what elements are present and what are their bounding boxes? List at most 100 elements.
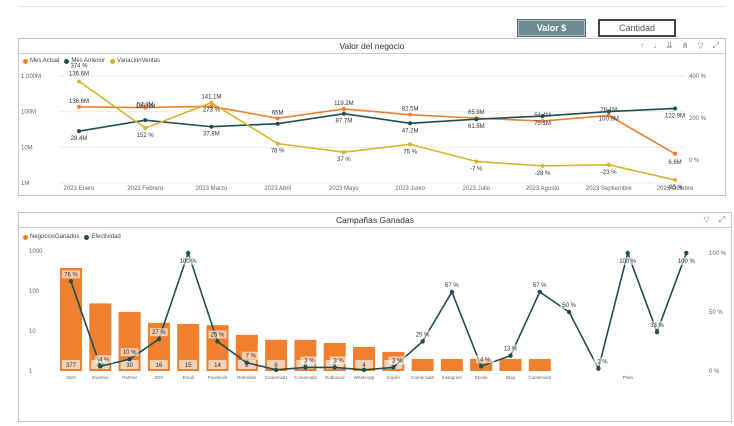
bar-label: 15 bbox=[185, 363, 192, 369]
bar bbox=[411, 358, 434, 371]
data-point bbox=[68, 279, 74, 284]
data-label-bg bbox=[62, 270, 80, 279]
double-arrow-down-icon[interactable]: ⇊ bbox=[666, 41, 673, 50]
data-point bbox=[673, 106, 677, 111]
bar bbox=[89, 303, 112, 371]
data-label-bg bbox=[560, 301, 579, 309]
bar bbox=[60, 267, 82, 371]
arrow-up-icon[interactable]: ↑ bbox=[640, 41, 645, 50]
y-tick-label: 100 bbox=[29, 289, 40, 295]
visual-toolbar: ▽ ⤢ bbox=[703, 215, 725, 225]
legend-item[interactable]: VariacionVentas bbox=[110, 58, 160, 64]
data-point bbox=[673, 177, 677, 182]
data-label: -95 % bbox=[667, 185, 683, 191]
data-label-bg bbox=[95, 355, 114, 364]
data-label: 33 % bbox=[650, 323, 664, 329]
data-label-bg bbox=[530, 280, 549, 289]
bar-label: 16 bbox=[156, 363, 163, 369]
legend-dot bbox=[110, 58, 116, 64]
chart-legend: NegociosGanados Efectividad bbox=[23, 234, 121, 240]
filter-icon[interactable]: ▽ bbox=[697, 41, 704, 50]
data-label: 27 % bbox=[152, 330, 166, 336]
data-label: 47.2M bbox=[402, 128, 419, 134]
hierarchy-icon[interactable]: ⋔ bbox=[681, 41, 689, 50]
data-point bbox=[684, 250, 689, 256]
data-label: 4 % bbox=[480, 357, 491, 363]
campanas-panel: Campañas Ganadas ▽ ⤢ NegociosGanados Efe… bbox=[18, 212, 732, 422]
data-label: 374 % bbox=[70, 63, 88, 69]
chart-legend: Mes Actual Mes Anterior VariacionVentas bbox=[23, 58, 160, 64]
focus-mode-icon[interactable]: ⤢ bbox=[718, 215, 725, 224]
data-point bbox=[361, 367, 367, 373]
data-label-bg bbox=[677, 257, 696, 265]
data-label: 65M bbox=[272, 110, 284, 116]
data-label: 25 % bbox=[211, 333, 225, 339]
legend-item[interactable]: Mes Anterior bbox=[64, 58, 105, 64]
data-label: 100.9M bbox=[599, 117, 619, 123]
data-label: 100 % bbox=[678, 259, 696, 265]
data-point bbox=[156, 336, 162, 342]
bar-label-bg bbox=[120, 360, 139, 369]
data-label: 100 % bbox=[180, 259, 198, 265]
data-point bbox=[449, 289, 455, 295]
valor-negocio-panel: Valor del negocio ↑ ↓ ⇊ ⋔ ▽ ⤢ Mes Actual… bbox=[18, 38, 726, 196]
data-label: 76 % bbox=[64, 272, 78, 278]
data-point bbox=[408, 112, 413, 117]
data-point bbox=[474, 117, 479, 122]
bar-label-bg bbox=[355, 360, 373, 369]
y-tick-label: 1,000M bbox=[21, 74, 41, 80]
data-label: 273 % bbox=[203, 108, 221, 114]
cantidad-button[interactable]: Cantidad bbox=[598, 19, 676, 37]
data-label-bg bbox=[120, 348, 139, 357]
data-label-bg bbox=[241, 351, 260, 360]
data-label-bg bbox=[149, 328, 168, 337]
y-tick-label: 1M bbox=[21, 181, 29, 187]
x-tick-label: Referidos bbox=[237, 375, 257, 380]
data-point bbox=[273, 367, 279, 373]
filter-icon[interactable]: ▽ bbox=[703, 215, 710, 224]
data-label-bg bbox=[648, 321, 666, 330]
data-point bbox=[77, 79, 81, 84]
bar-label-bg bbox=[267, 360, 286, 369]
y-tick-label: 1000 bbox=[29, 249, 43, 255]
data-label: 6.6M bbox=[668, 160, 681, 166]
bar-label: 8 bbox=[245, 363, 249, 369]
x-tick-label: 2023 Octubre bbox=[657, 186, 694, 192]
legend-item[interactable]: Mes Actual bbox=[23, 58, 59, 64]
data-label-bg bbox=[618, 257, 637, 265]
focus-mode-icon[interactable]: ⤢ bbox=[712, 41, 719, 50]
data-label-bg bbox=[208, 330, 227, 339]
data-label: 50 % bbox=[562, 303, 576, 309]
legend-item[interactable]: NegociosGanados bbox=[23, 234, 79, 240]
data-label: 61.5M bbox=[468, 124, 485, 130]
x-tick-label: Eventos bbox=[92, 375, 109, 380]
effectiveness-line bbox=[70, 250, 688, 371]
data-point bbox=[540, 119, 545, 124]
data-label: 7 % bbox=[246, 354, 257, 360]
x-tick-label: 2023 Enero bbox=[63, 186, 95, 192]
valor-button[interactable]: Valor $ bbox=[517, 19, 586, 37]
arrow-down-icon[interactable]: ↓ bbox=[653, 41, 658, 50]
legend-dot bbox=[64, 58, 70, 64]
series-line-Mes Actual bbox=[78, 105, 676, 155]
x-tick-label: Prisa bbox=[623, 375, 634, 380]
bar-label-bg bbox=[296, 360, 315, 369]
x-tick-label: Comercial3 bbox=[411, 375, 434, 380]
data-point bbox=[209, 124, 214, 129]
x-tick-label: WhatsApp bbox=[354, 375, 375, 380]
data-point bbox=[540, 114, 545, 119]
data-label: 3 % bbox=[392, 358, 403, 364]
bar-label: 6 bbox=[274, 363, 278, 369]
data-label: 78 % bbox=[271, 149, 285, 155]
y-tick-label: 100M bbox=[21, 110, 36, 116]
data-point bbox=[606, 109, 611, 114]
data-point bbox=[408, 121, 413, 126]
bar bbox=[499, 358, 522, 371]
data-point bbox=[332, 365, 337, 370]
data-point bbox=[566, 309, 572, 315]
data-label-bg bbox=[388, 356, 407, 365]
bar-label: 4 bbox=[362, 363, 366, 369]
legend-item[interactable]: Efectividad bbox=[84, 234, 121, 240]
data-point bbox=[77, 104, 81, 109]
data-point bbox=[341, 106, 346, 111]
